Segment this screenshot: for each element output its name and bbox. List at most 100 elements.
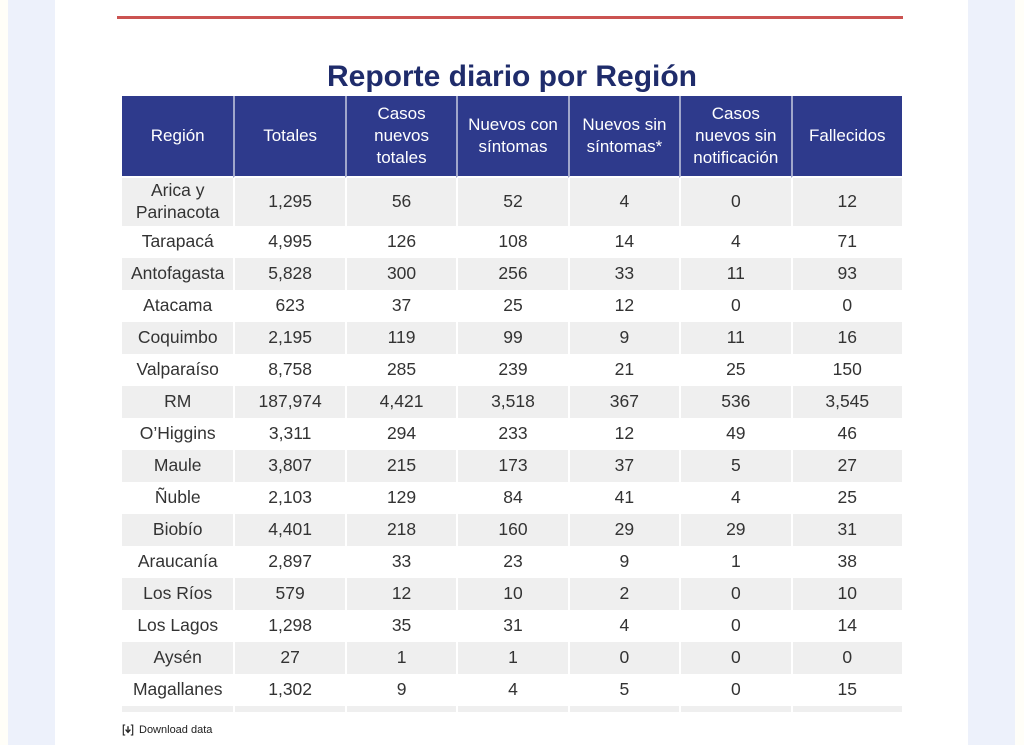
- cell-value: 3,545: [790, 385, 902, 418]
- cell-region: Arica y Parinacota: [122, 178, 234, 226]
- cell-value: 5: [567, 673, 680, 706]
- cell-value: 9: [344, 673, 457, 706]
- table-row: Araucanía 2,897 33 23 9 1 38: [122, 545, 902, 578]
- header-row: Región Totales Casos nuevos totales Nuevos …: [122, 96, 902, 178]
- cell-value: 4,421: [344, 385, 457, 418]
- table-row: RM 187,974 4,421 3,518 367 536 3,545: [122, 385, 902, 418]
- table-head: Región Totales Casos nuevos totales Nuevos …: [122, 96, 902, 178]
- cell-clipped: [456, 705, 568, 712]
- cell-value: 33: [344, 545, 457, 578]
- page-background-band-right: [968, 0, 1015, 745]
- cell-value: 218: [344, 513, 457, 546]
- cell-value: 12: [567, 289, 680, 322]
- cell-clipped: [233, 705, 345, 712]
- cell-value: 5: [679, 449, 791, 482]
- cell-value: 35: [344, 609, 457, 642]
- table-row: Coquimbo 2,195 119 99 9 11 16: [122, 321, 902, 354]
- cell-value: 0: [679, 178, 791, 226]
- column-header: Totales: [233, 96, 345, 178]
- column-header: Casos nuevos totales: [344, 96, 457, 178]
- page-edge-left: [0, 0, 8, 745]
- cell-value: 3,518: [456, 385, 568, 418]
- cell-value: 0: [790, 641, 902, 674]
- cell-value: 160: [456, 513, 568, 546]
- cell-value: 9: [567, 545, 680, 578]
- cell-value: 37: [567, 449, 680, 482]
- cell-value: 99: [456, 321, 568, 354]
- cell-value: 1: [456, 641, 568, 674]
- cell-value: 29: [567, 513, 680, 546]
- cell-value: 25: [790, 481, 902, 514]
- cell-value: 1,302: [233, 673, 345, 706]
- cell-value: 71: [790, 225, 902, 258]
- cell-region: Magallanes: [122, 673, 234, 706]
- table-row: Biobío 4,401 218 160 29 29 31: [122, 513, 902, 546]
- cell-value: 126: [344, 225, 457, 258]
- cell-value: 93: [790, 257, 902, 290]
- cell-value: 56: [344, 178, 457, 226]
- partial-next-row: [122, 705, 902, 712]
- cell-value: 215: [344, 449, 457, 482]
- cell-value: 33: [567, 257, 680, 290]
- cell-value: 579: [233, 577, 345, 610]
- cell-value: 31: [790, 513, 902, 546]
- cell-value: 108: [456, 225, 568, 258]
- cell-region: Antofagasta: [122, 257, 234, 290]
- cell-value: 11: [679, 321, 791, 354]
- cell-region: Araucanía: [122, 545, 234, 578]
- cell-clipped: [122, 705, 234, 712]
- cell-value: 0: [790, 289, 902, 322]
- cell-value: 1,295: [233, 178, 345, 226]
- cell-value: 2,103: [233, 481, 345, 514]
- cell-value: 0: [567, 641, 680, 674]
- cell-value: 3,311: [233, 417, 345, 450]
- cell-value: 38: [790, 545, 902, 578]
- cell-region: Coquimbo: [122, 321, 234, 354]
- cell-clipped: [344, 705, 457, 712]
- table-row: Arica y Parinacota 1,295 56 52 4 0 12: [122, 178, 902, 226]
- table-row: O’Higgins 3,311 294 233 12 49 46: [122, 417, 902, 450]
- cell-value: 5,828: [233, 257, 345, 290]
- cell-value: 623: [233, 289, 345, 322]
- cell-value: 25: [679, 353, 791, 386]
- cell-value: 367: [567, 385, 680, 418]
- cell-value: 9: [567, 321, 680, 354]
- cell-value: 12: [790, 178, 902, 226]
- cell-clipped: [567, 705, 680, 712]
- cell-region: O’Higgins: [122, 417, 234, 450]
- cell-value: 49: [679, 417, 791, 450]
- table-row: Los Lagos 1,298 35 31 4 0 14: [122, 609, 902, 642]
- table-row: Tarapacá 4,995 126 108 14 4 71: [122, 225, 902, 258]
- column-header: Casos nuevos sin notificación: [679, 96, 791, 178]
- cell-value: 21: [567, 353, 680, 386]
- accent-rule: [117, 16, 903, 19]
- cell-region: Atacama: [122, 289, 234, 322]
- cell-value: 2: [567, 577, 680, 610]
- cell-region: Aysén: [122, 641, 234, 674]
- download-data-link[interactable]: Download data: [122, 724, 212, 736]
- page-background-band-left: [8, 0, 55, 745]
- cell-value: 173: [456, 449, 568, 482]
- region-table: Región Totales Casos nuevos totales Nuevos …: [122, 96, 902, 712]
- download-icon: [122, 724, 134, 736]
- column-header: Nuevos sin síntomas*: [567, 96, 680, 178]
- cell-value: 300: [344, 257, 457, 290]
- cell-value: 1,298: [233, 609, 345, 642]
- table-row: Aysén 27 1 1 0 0 0: [122, 641, 902, 674]
- cell-value: 256: [456, 257, 568, 290]
- cell-value: 12: [567, 417, 680, 450]
- cell-value: 0: [679, 673, 791, 706]
- cell-region: Tarapacá: [122, 225, 234, 258]
- cell-value: 52: [456, 178, 568, 226]
- page-edge-right: [1015, 0, 1024, 745]
- cell-value: 150: [790, 353, 902, 386]
- cell-value: 1: [344, 641, 457, 674]
- cell-value: 4: [567, 609, 680, 642]
- cell-value: 12: [344, 577, 457, 610]
- table-row: Maule 3,807 215 173 37 5 27: [122, 449, 902, 482]
- cell-value: 119: [344, 321, 457, 354]
- table-row: Antofagasta 5,828 300 256 33 11 93: [122, 257, 902, 290]
- table-row: Valparaíso 8,758 285 239 21 25 150: [122, 353, 902, 386]
- cell-value: 14: [790, 609, 902, 642]
- column-header: Región: [122, 96, 234, 178]
